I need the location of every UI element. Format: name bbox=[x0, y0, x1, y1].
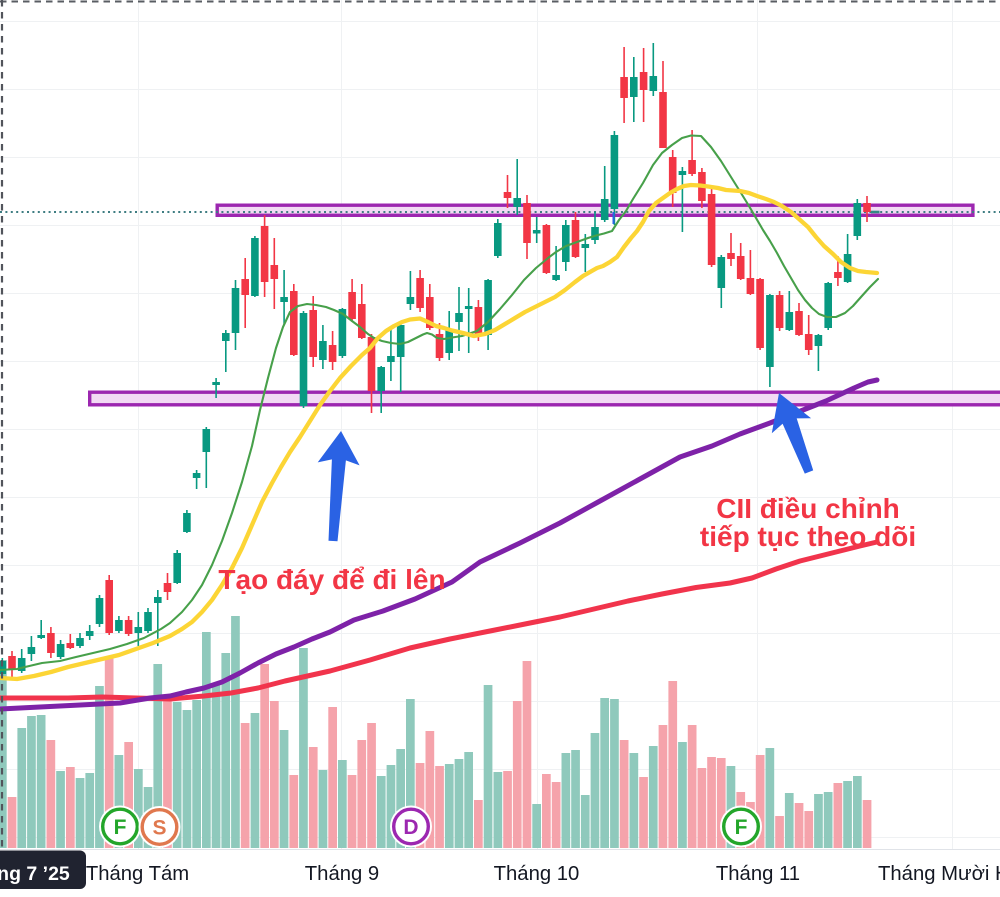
svg-text:Tháng 9: Tháng 9 bbox=[305, 863, 379, 885]
svg-text:D: D bbox=[403, 816, 418, 839]
svg-text:Tháng Mười Hai: Tháng Mười Hai bbox=[878, 863, 1000, 885]
svg-text:F: F bbox=[114, 816, 127, 839]
svg-text:S: S bbox=[152, 817, 166, 840]
svg-text:Tháng 11: Tháng 11 bbox=[716, 863, 800, 885]
svg-text:Tháng 7 ’25: Tháng 7 ’25 bbox=[0, 863, 70, 885]
svg-text:F: F bbox=[735, 816, 748, 839]
svg-text:tiếp tục theo dõi: tiếp tục theo dõi bbox=[700, 521, 916, 552]
svg-text:Tháng Tám: Tháng Tám bbox=[86, 863, 189, 885]
svg-text:Tháng 10: Tháng 10 bbox=[494, 863, 580, 885]
svg-text:Tạo đáy để đi lên: Tạo đáy để đi lên bbox=[218, 564, 445, 595]
svg-text:CII điều chỉnh: CII điều chỉnh bbox=[716, 493, 900, 524]
